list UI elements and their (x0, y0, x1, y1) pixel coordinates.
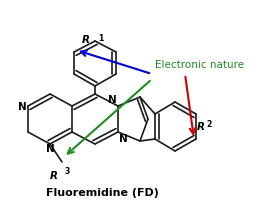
Text: 2: 2 (206, 120, 211, 129)
Text: R: R (82, 35, 90, 45)
Text: N: N (108, 95, 117, 104)
Text: 1: 1 (98, 34, 103, 43)
Text: Fluoremidine (FD): Fluoremidine (FD) (46, 187, 159, 197)
Text: N: N (119, 133, 128, 143)
Text: R: R (197, 121, 205, 131)
Text: N: N (18, 102, 27, 111)
Text: Electronic nature: Electronic nature (155, 60, 244, 70)
Text: 3: 3 (65, 166, 70, 175)
Text: R: R (50, 170, 58, 180)
Text: N: N (46, 143, 54, 153)
